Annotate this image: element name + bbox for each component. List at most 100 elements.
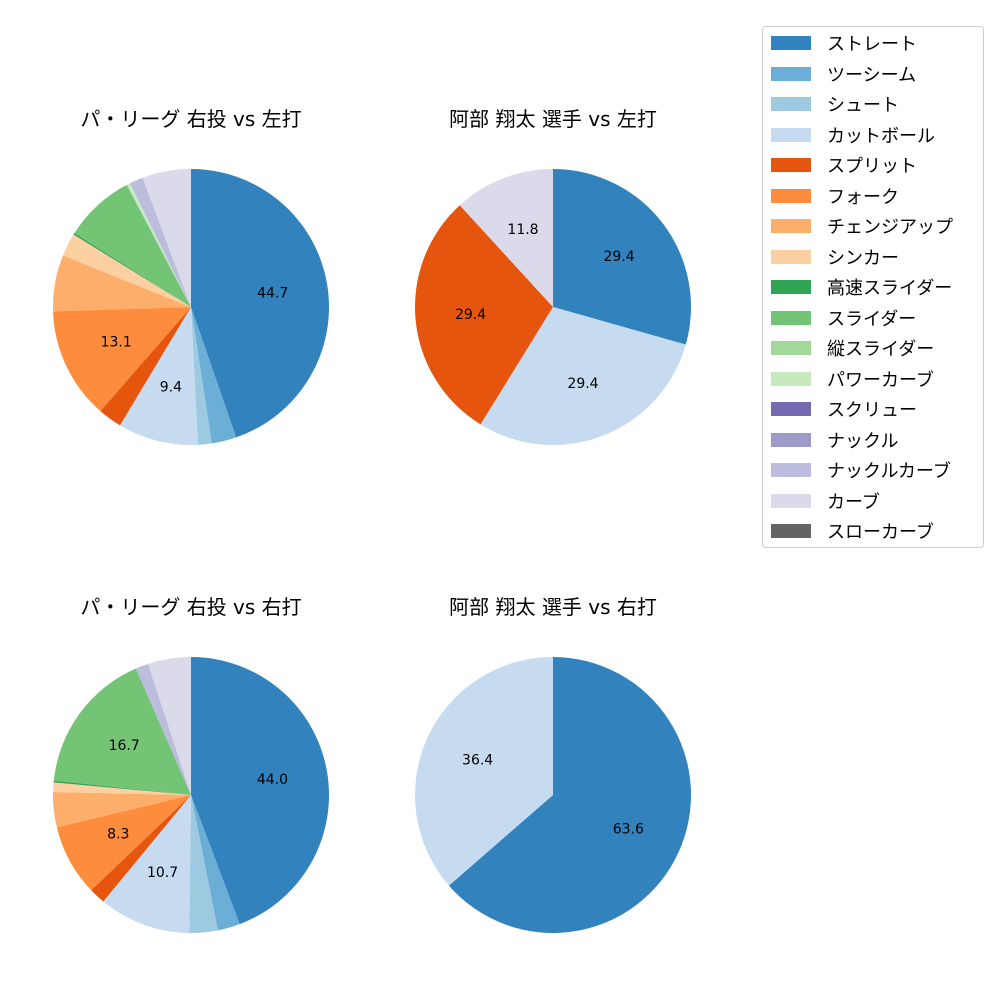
pie-slice	[91, 795, 191, 902]
pie-slice	[53, 791, 192, 828]
pie-slice	[63, 234, 191, 307]
pie-slice	[553, 169, 691, 345]
pie-slice	[129, 177, 191, 307]
pie-slice	[53, 255, 191, 312]
pie-slice	[191, 307, 237, 444]
pie-data-label: 16.7	[109, 738, 140, 754]
pie-data-label: 44.0	[257, 772, 288, 788]
pie-data-label: 9.4	[160, 379, 182, 395]
legend-label: シュート	[827, 95, 899, 116]
legend-label: カーブ	[827, 491, 880, 513]
legend-label: カットボール	[827, 125, 935, 147]
legend-swatch	[771, 97, 811, 111]
pie-slice	[480, 307, 686, 445]
pie-data-label: 63.6	[613, 821, 644, 837]
pie-title-2: 阿部 翔太 選手 vs 左打	[449, 107, 657, 131]
pie-slice	[142, 169, 191, 307]
legend-swatch	[771, 280, 811, 294]
legend-swatch	[771, 36, 811, 50]
legend-swatch	[771, 402, 811, 416]
legend-swatch	[771, 341, 811, 355]
legend-label: シンカー	[827, 247, 899, 269]
legend-swatch	[771, 127, 811, 142]
pie-slice	[53, 780, 191, 795]
pie-data-label: 44.7	[257, 285, 288, 301]
legend-swatch	[771, 310, 811, 325]
legend-label: スライダー	[827, 308, 917, 330]
pie-slice	[53, 307, 191, 412]
pie-slice	[191, 169, 330, 438]
pie-slice	[56, 795, 192, 891]
legend-swatch	[771, 493, 811, 508]
pie-slice	[459, 169, 553, 307]
legend-label: ツーシーム	[827, 64, 917, 86]
legend-item: チェンジアップ	[771, 215, 953, 238]
pie-slice	[73, 233, 191, 307]
legend-item: ナックル	[771, 429, 899, 452]
legend-label: スローカーブ	[827, 522, 934, 543]
legend-item: カットボール	[771, 124, 935, 147]
legend-swatch	[771, 463, 811, 477]
legend-item: スクリュー	[771, 398, 917, 421]
legend-item: ツーシーム	[771, 63, 917, 86]
legend-item: ナックルカーブ	[771, 459, 951, 482]
legend-label: 高速スライダー	[827, 278, 953, 299]
legend-item: 縦スライダー	[771, 337, 935, 360]
legend-item: スライダー	[771, 307, 917, 330]
pie-data-label: 29.4	[455, 307, 486, 323]
pie-title-4: 阿部 翔太 選手 vs 右打	[449, 595, 657, 619]
pie-slice	[448, 657, 691, 933]
legend-label: スプリット	[827, 156, 917, 177]
pie-data-label: 29.4	[603, 249, 634, 265]
legend: ストレートツーシームシュートカットボール スプリットフォークチェンジアップ シンカー…	[762, 26, 984, 548]
legend-swatch	[771, 158, 811, 172]
pie-data-label: 29.4	[567, 376, 598, 392]
pie-slice	[103, 795, 191, 933]
legend-label: 縦スライダー	[827, 339, 935, 360]
pie-data-label: 11.8	[507, 222, 538, 238]
pie-slice	[53, 782, 192, 795]
pie-slice	[135, 663, 191, 795]
legend-label: ナックルカーブ	[827, 461, 951, 482]
legend-swatch	[771, 432, 811, 447]
legend-item: カーブ	[771, 490, 880, 513]
legend-swatch	[771, 188, 811, 203]
legend-item: フォーク	[771, 185, 899, 208]
legend-item: スローカーブ	[771, 520, 934, 543]
pie-slice	[415, 657, 553, 886]
legend-swatch	[771, 219, 811, 233]
pie-title-3: パ・リーグ 右投 vs 右打	[80, 595, 302, 619]
pie-slice	[100, 307, 191, 426]
legend-swatch	[771, 249, 811, 264]
pie-title-1: パ・リーグ 右投 vs 左打	[80, 107, 302, 131]
pie-slice	[191, 795, 240, 931]
pie-data-label: 8.3	[107, 827, 129, 843]
pie-slice	[53, 668, 192, 795]
legend-item: パワーカーブ	[771, 368, 934, 391]
pie-slice	[414, 205, 553, 425]
legend-label: ナックル	[827, 430, 899, 452]
legend-item: スプリット	[771, 154, 917, 177]
pie-data-label: 10.7	[147, 865, 178, 881]
pie-data-label: 36.4	[462, 753, 493, 769]
legend-swatch	[771, 524, 811, 538]
pie-slice	[191, 307, 212, 445]
legend-item: シュート	[771, 93, 899, 116]
legend-item: ストレート	[771, 32, 917, 55]
pie-slice	[189, 795, 218, 933]
legend-item: 高速スライダー	[771, 276, 953, 299]
legend-label: フォーク	[827, 186, 899, 208]
pie-data-label: 13.1	[101, 334, 132, 350]
legend-swatch	[771, 66, 811, 81]
pie-slice	[148, 657, 191, 795]
pie-slice	[120, 307, 198, 445]
pie-slice	[126, 183, 191, 307]
legend-swatch	[771, 371, 811, 386]
pie-slice	[191, 657, 330, 925]
legend-item: シンカー	[771, 246, 899, 269]
